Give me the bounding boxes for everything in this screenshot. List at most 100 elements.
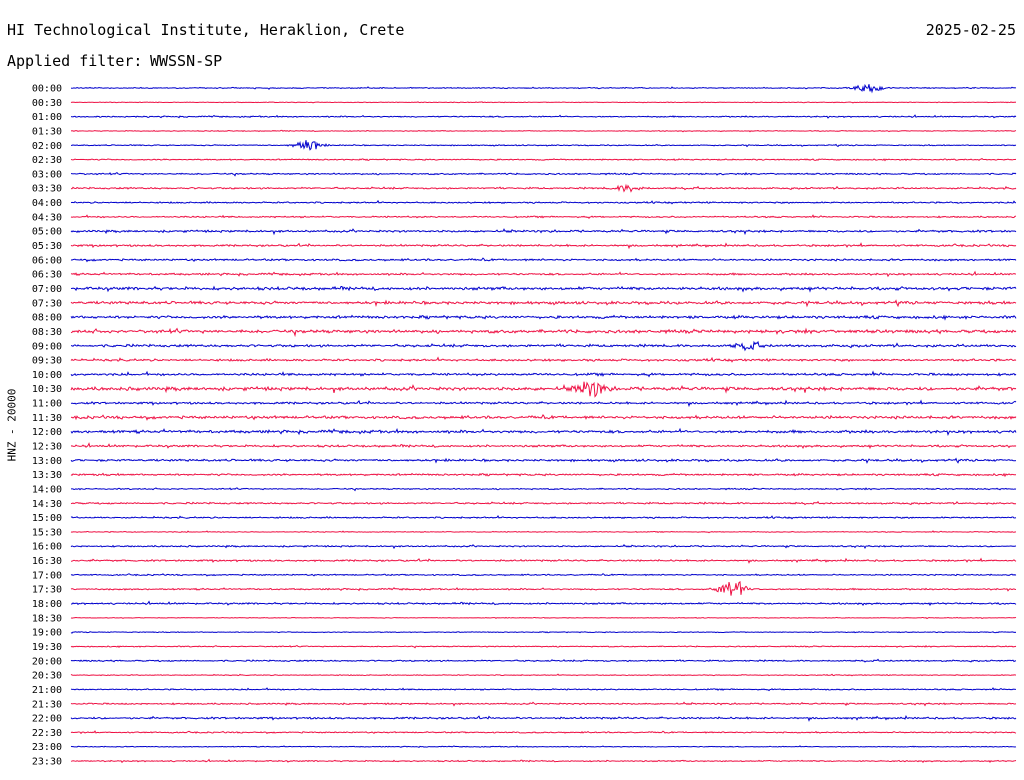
trace-1330	[70, 472, 1017, 478]
filter-line: Applied filter: WWSSN-SP	[7, 52, 222, 70]
trace-0830	[70, 327, 1017, 338]
trace-1100	[70, 399, 1017, 408]
record-date: 2025-02-25	[925, 21, 1016, 39]
trace-0000	[70, 83, 1017, 94]
tick-label-2300: 23:00	[32, 742, 62, 753]
trace-2130	[70, 701, 1017, 707]
tick-label-1530: 15:30	[32, 527, 62, 538]
trace-1630	[70, 557, 1017, 564]
tick-label-1600: 16:00	[32, 542, 62, 553]
trace-0900	[70, 340, 1017, 352]
trace-1530	[70, 530, 1017, 534]
tick-label-1800: 18:00	[32, 599, 62, 610]
trace-0400	[70, 199, 1017, 205]
trace-0630	[70, 270, 1017, 278]
tick-label-2130: 21:30	[32, 699, 62, 710]
trace-0600	[70, 257, 1017, 263]
tick-label-0930: 09:30	[32, 356, 62, 367]
trace-1200	[70, 427, 1017, 436]
trace-1400	[70, 487, 1017, 492]
tick-label-0230: 02:30	[32, 155, 62, 166]
tick-label-0600: 06:00	[32, 255, 62, 266]
trace-0200	[70, 140, 1017, 151]
trace-2100	[70, 687, 1017, 692]
tick-label-1500: 15:00	[32, 513, 62, 524]
tick-label-1300: 13:00	[32, 456, 62, 467]
tick-label-0730: 07:30	[32, 298, 62, 309]
trace-1930	[70, 644, 1017, 649]
trace-2230	[70, 730, 1017, 735]
tick-label-1930: 19:30	[32, 642, 62, 653]
trace-1000	[70, 370, 1017, 378]
trace-1830	[70, 616, 1017, 620]
tick-label-1030: 10:30	[32, 384, 62, 395]
trace-0730	[70, 299, 1017, 308]
tick-label-1230: 12:30	[32, 442, 62, 453]
tick-label-0130: 01:30	[32, 126, 62, 137]
trace-0700	[70, 285, 1017, 293]
tick-label-1730: 17:30	[32, 585, 62, 596]
trace-2030	[70, 673, 1017, 677]
tick-label-1630: 16:30	[32, 556, 62, 567]
tick-label-2000: 20:00	[32, 656, 62, 667]
tick-label-1700: 17:00	[32, 570, 62, 581]
trace-2200	[70, 714, 1017, 722]
station-title: HI Technological Institute, Heraklion, C…	[7, 21, 405, 39]
tick-label-0100: 01:00	[32, 112, 62, 123]
tick-label-1130: 11:30	[32, 413, 62, 424]
tick-label-0430: 04:30	[32, 212, 62, 223]
tick-label-1900: 19:00	[32, 628, 62, 639]
trace-1300	[70, 457, 1017, 464]
filter-value: WWSSN-SP	[149, 52, 223, 70]
tick-label-1330: 13:30	[32, 470, 62, 481]
tick-label-0900: 09:00	[32, 341, 62, 352]
tick-label-1830: 18:30	[32, 613, 62, 624]
tick-label-0030: 00:30	[32, 98, 62, 109]
tick-label-0200: 02:00	[32, 141, 62, 152]
tick-label-0700: 07:00	[32, 284, 62, 295]
filter-label: Applied filter:	[7, 52, 143, 70]
tick-label-1430: 14:30	[32, 499, 62, 510]
tick-label-0800: 08:00	[32, 313, 62, 324]
trace-0030	[70, 101, 1017, 104]
tick-label-0530: 05:30	[32, 241, 62, 252]
trace-0530	[70, 242, 1017, 250]
tick-label-0630: 06:30	[32, 270, 62, 281]
tick-label-0830: 08:30	[32, 327, 62, 338]
trace-0100	[70, 114, 1017, 119]
trace-0430	[70, 214, 1017, 219]
tick-label-2030: 20:30	[32, 671, 62, 682]
tick-label-0300: 03:00	[32, 169, 62, 180]
trace-0300	[70, 171, 1017, 177]
trace-1230	[70, 442, 1017, 450]
trace-0500	[70, 228, 1017, 236]
tick-label-2200: 22:00	[32, 714, 62, 725]
trace-0800	[70, 314, 1017, 321]
trace-1130	[70, 413, 1017, 421]
trace-2330	[70, 758, 1017, 764]
tick-label-1400: 14:00	[32, 484, 62, 495]
tick-label-1000: 10:00	[32, 370, 62, 381]
trace-1800	[71, 600, 1017, 607]
trace-1500	[70, 514, 1017, 520]
trace-0130	[70, 129, 1017, 133]
trace-2000	[70, 658, 1017, 663]
tick-label-0500: 05:00	[32, 227, 62, 238]
trace-1900	[70, 631, 1017, 634]
trace-0230	[70, 158, 1017, 162]
trace-1730	[70, 580, 1017, 596]
tick-label-2100: 21:00	[32, 685, 62, 696]
trace-1700	[70, 573, 1017, 577]
tick-label-1200: 12:00	[32, 427, 62, 438]
tick-label-2330: 23:30	[32, 757, 62, 768]
tick-label-2230: 22:30	[32, 728, 62, 739]
tick-label-1100: 11:00	[32, 399, 62, 410]
tick-label-0000: 00:00	[32, 84, 62, 95]
trace-0330	[70, 183, 1017, 193]
trace-0930	[70, 356, 1017, 363]
trace-1600	[70, 544, 1017, 550]
trace-1030	[70, 381, 1017, 398]
tick-label-0400: 04:00	[32, 198, 62, 209]
trace-1430	[70, 500, 1017, 506]
